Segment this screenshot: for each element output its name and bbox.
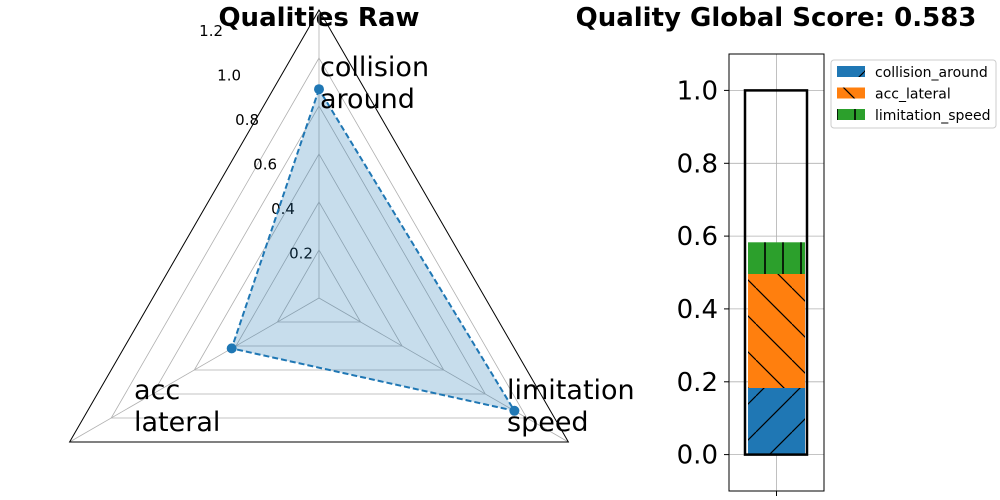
bar-y-tick-label: 0.8 — [677, 149, 718, 179]
bar-segment-limitation_speed — [748, 242, 805, 274]
radar-axis-label: acc lateral — [134, 375, 220, 438]
radar-axis-label-line: collision — [320, 52, 429, 83]
legend-item-collision_around: collision_around — [837, 65, 988, 81]
legend: collision_around acc_lateral limitation_sp… — [830, 59, 997, 129]
radar-tick-label: 0.2 — [289, 245, 313, 263]
radar-spoke — [69, 297, 320, 443]
legend-item-acc_lateral: acc_lateral — [837, 87, 951, 103]
bar-segment-acc_lateral — [748, 274, 805, 388]
bar-segments — [748, 242, 805, 455]
bar-segment-hatch — [748, 274, 805, 388]
radar-axis-labels: collision around acc lateral limitation speed — [134, 52, 635, 438]
radar-point — [509, 405, 520, 416]
radar-axis-label-line: around — [320, 84, 415, 115]
radar-radial-ticks: 0.20.40.60.81.01.2 — [199, 22, 313, 263]
radar-tick-label: 1.2 — [199, 22, 223, 40]
bar-y-ticks: 0.0 0.2 0.4 0.6 0.8 1.0 — [677, 76, 729, 471]
radar-point — [226, 343, 237, 354]
legend-box — [830, 59, 997, 129]
radar-grid — [69, 10, 569, 443]
radar-grid-ring — [152, 105, 486, 395]
radar-grid-ring — [193, 153, 445, 371]
bar-segment-hatch — [748, 387, 805, 455]
legend-label: collision_around — [875, 65, 988, 81]
bar-segment-hatch — [748, 242, 805, 274]
score-chart-title: Quality Global Score: 0.583 — [576, 3, 977, 33]
radar-tick-label: 1.0 — [217, 67, 241, 85]
radar-axis-label: collision around — [320, 52, 429, 115]
bar-y-tick-label: 0.4 — [677, 295, 718, 325]
radar-series-line — [230, 86, 517, 413]
radar-axis-label-line: lateral — [134, 407, 220, 438]
legend-item-limitation_speed: limitation_speed — [837, 108, 991, 124]
legend-swatch-hatch — [837, 109, 865, 120]
radar-grid-ring — [276, 249, 362, 323]
radar-tick-label: 0.8 — [235, 111, 259, 129]
bar-y-tick-label: 0.2 — [677, 368, 718, 398]
radar-chart: Qualities Raw 0.20.40.60.81.01.2 collisi… — [68, 3, 635, 443]
radar-outer-frame — [68, 8, 570, 443]
bar-y-tick-label: 1.0 — [677, 76, 718, 106]
radar-grid-ring — [235, 201, 403, 347]
radar-axis-label: limitation speed — [507, 375, 635, 438]
radar-axis-label-line: limitation — [507, 375, 635, 406]
radar-series — [226, 84, 520, 416]
radar-point — [314, 84, 324, 95]
bar-segment-collision_around — [748, 387, 805, 455]
radar-grid-ring — [110, 57, 528, 419]
radar-tick-label: 0.6 — [253, 156, 277, 174]
radar-frame — [68, 8, 570, 443]
legend-swatch-hatch — [837, 87, 865, 99]
legend-swatch-hatch — [837, 66, 865, 77]
bar-max-outline — [743, 89, 809, 456]
radar-axis-label-line: speed — [507, 407, 589, 438]
radar-spoke — [318, 297, 569, 443]
radar-series-fill — [231, 89, 515, 411]
bar-y-tick-label: 0.0 — [677, 441, 718, 471]
legend-label: acc_lateral — [875, 87, 951, 103]
bar-axes-frame — [728, 53, 825, 496]
score-bar-chart: Quality Global Score: 0.583 0.0 0.2 0.4 0.6… — [576, 3, 997, 496]
radar-axis-label-line: acc — [134, 375, 180, 406]
bar-max-outline-rect — [743, 89, 809, 456]
bar-y-tick-label: 0.6 — [677, 222, 718, 252]
legend-label: limitation_speed — [875, 108, 991, 124]
